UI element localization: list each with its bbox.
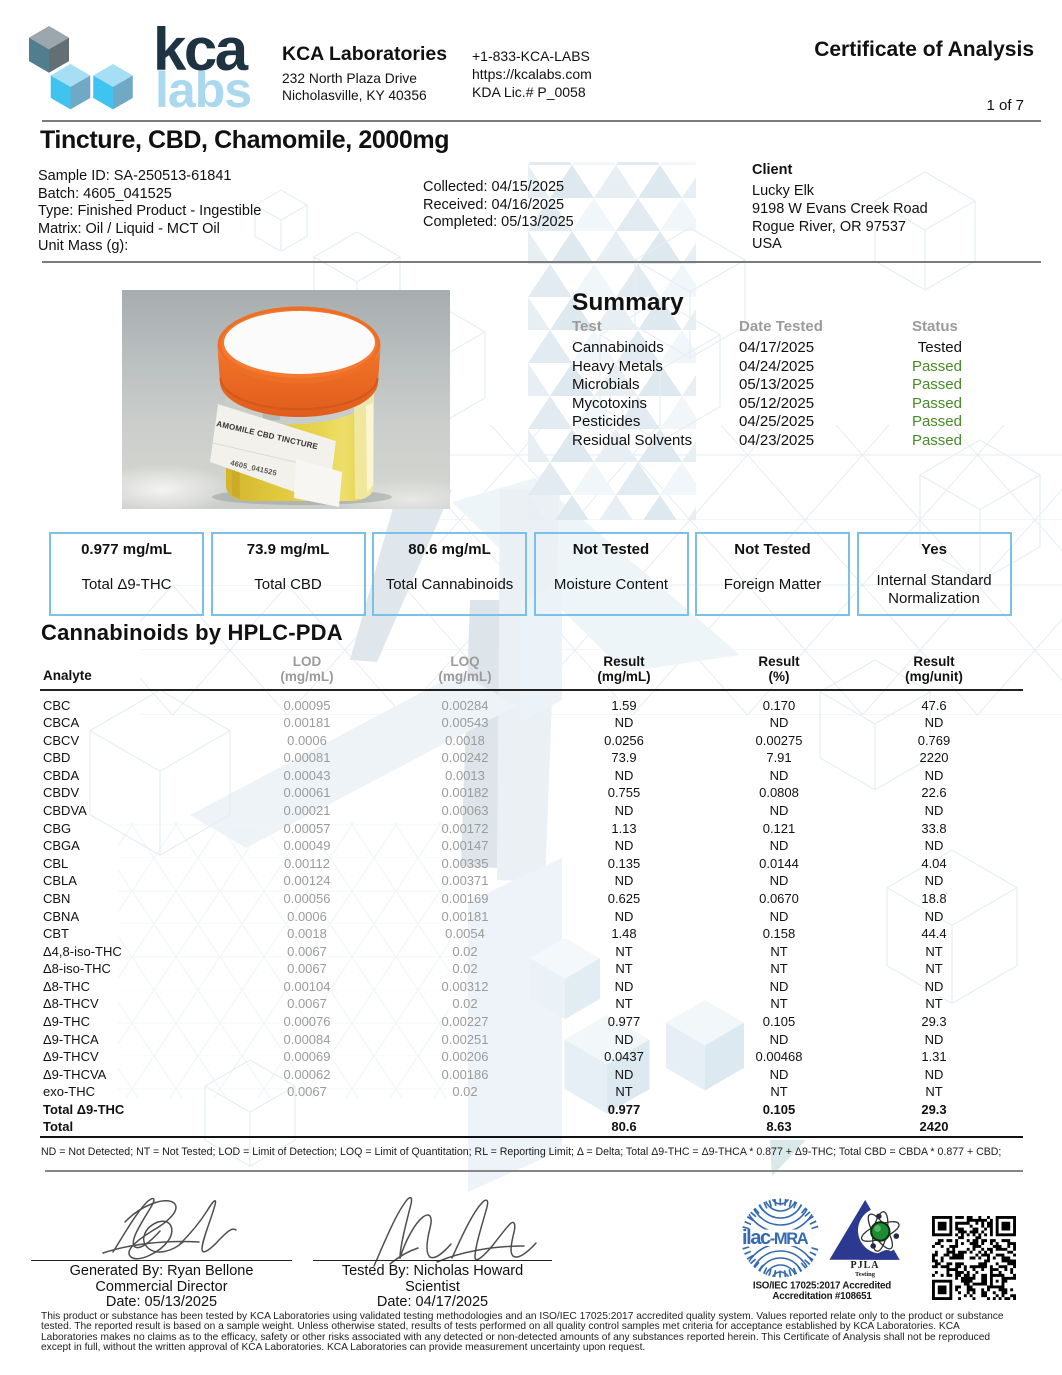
svg-text:Testing: Testing [855,1271,876,1278]
svg-text:PJLA: PJLA [851,1260,880,1271]
svg-text:Accreditation #108651: Accreditation #108651 [772,1291,872,1302]
svg-text:ilac-MRA: ilac-MRA [742,1227,809,1249]
svg-text:ISO/IEC 17025:2017 Accredited: ISO/IEC 17025:2017 Accredited [753,1281,891,1292]
